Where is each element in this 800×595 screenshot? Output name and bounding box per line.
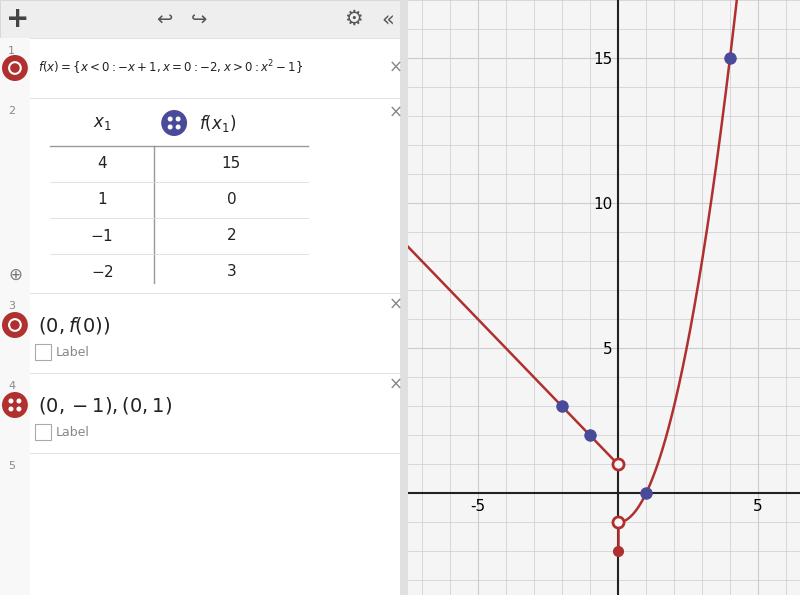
Text: Label: Label — [56, 346, 90, 359]
Text: ↪: ↪ — [191, 10, 207, 29]
Text: Label: Label — [56, 425, 90, 439]
FancyBboxPatch shape — [35, 344, 50, 360]
Text: 0: 0 — [226, 193, 236, 208]
Text: 3: 3 — [226, 265, 236, 280]
Text: ⚙: ⚙ — [344, 9, 362, 29]
Text: ×: × — [389, 376, 403, 394]
Circle shape — [168, 124, 173, 130]
Text: 1: 1 — [97, 193, 107, 208]
Bar — [0, 38, 30, 98]
Text: 2: 2 — [8, 106, 15, 116]
Circle shape — [17, 406, 22, 412]
Circle shape — [168, 117, 173, 121]
Bar — [0, 98, 30, 293]
Bar — [0, 98, 408, 293]
Text: 15: 15 — [222, 156, 241, 171]
Text: $f(x_1)$: $f(x_1)$ — [199, 112, 236, 133]
Bar — [0, 373, 408, 453]
Bar — [0, 453, 408, 595]
Text: $-1$: $-1$ — [90, 228, 114, 244]
Text: 3: 3 — [8, 301, 15, 311]
Circle shape — [2, 55, 28, 81]
Circle shape — [2, 392, 28, 418]
Text: $x_1$: $x_1$ — [93, 114, 111, 132]
Circle shape — [176, 117, 181, 121]
Text: 1: 1 — [8, 46, 15, 56]
Bar — [400, 0, 408, 595]
Text: 2: 2 — [226, 228, 236, 243]
Text: $-2$: $-2$ — [90, 264, 114, 280]
Text: 4: 4 — [97, 156, 107, 171]
Text: $(0,-1),(0,1)$: $(0,-1),(0,1)$ — [38, 394, 172, 415]
Text: ↩: ↩ — [156, 10, 172, 29]
Circle shape — [9, 406, 14, 412]
Bar — [0, 293, 30, 373]
FancyBboxPatch shape — [35, 424, 50, 440]
Text: ⊕: ⊕ — [8, 266, 22, 284]
Circle shape — [162, 110, 187, 136]
Text: «: « — [382, 9, 394, 29]
Text: $f(x) = \{x<0{:}{-}x+1, x=0{:}{-}2, x>0{:}x^2-1\}$: $f(x) = \{x<0{:}{-}x+1, x=0{:}{-}2, x>0{… — [38, 59, 303, 77]
Bar — [0, 0, 408, 38]
Circle shape — [17, 399, 22, 403]
Text: 5: 5 — [8, 461, 15, 471]
Text: +: + — [6, 5, 30, 33]
Text: 4: 4 — [8, 381, 15, 391]
Text: ×: × — [389, 59, 403, 77]
Text: ×: × — [389, 296, 403, 314]
Text: $(0,f(0))$: $(0,f(0))$ — [38, 315, 110, 336]
Circle shape — [9, 399, 14, 403]
Bar — [0, 373, 30, 453]
Bar — [0, 293, 408, 373]
Circle shape — [2, 312, 28, 338]
Bar — [0, 38, 408, 98]
Text: ×: × — [389, 104, 403, 122]
Circle shape — [176, 124, 181, 130]
Bar — [0, 453, 30, 595]
